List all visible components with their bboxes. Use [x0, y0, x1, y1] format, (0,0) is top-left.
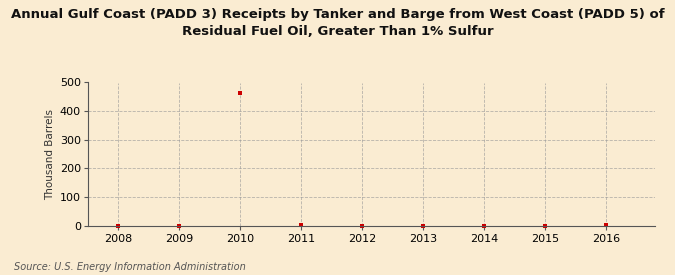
Y-axis label: Thousand Barrels: Thousand Barrels [45, 109, 55, 199]
Text: Annual Gulf Coast (PADD 3) Receipts by Tanker and Barge from West Coast (PADD 5): Annual Gulf Coast (PADD 3) Receipts by T… [11, 8, 664, 38]
Text: Source: U.S. Energy Information Administration: Source: U.S. Energy Information Administ… [14, 262, 245, 272]
